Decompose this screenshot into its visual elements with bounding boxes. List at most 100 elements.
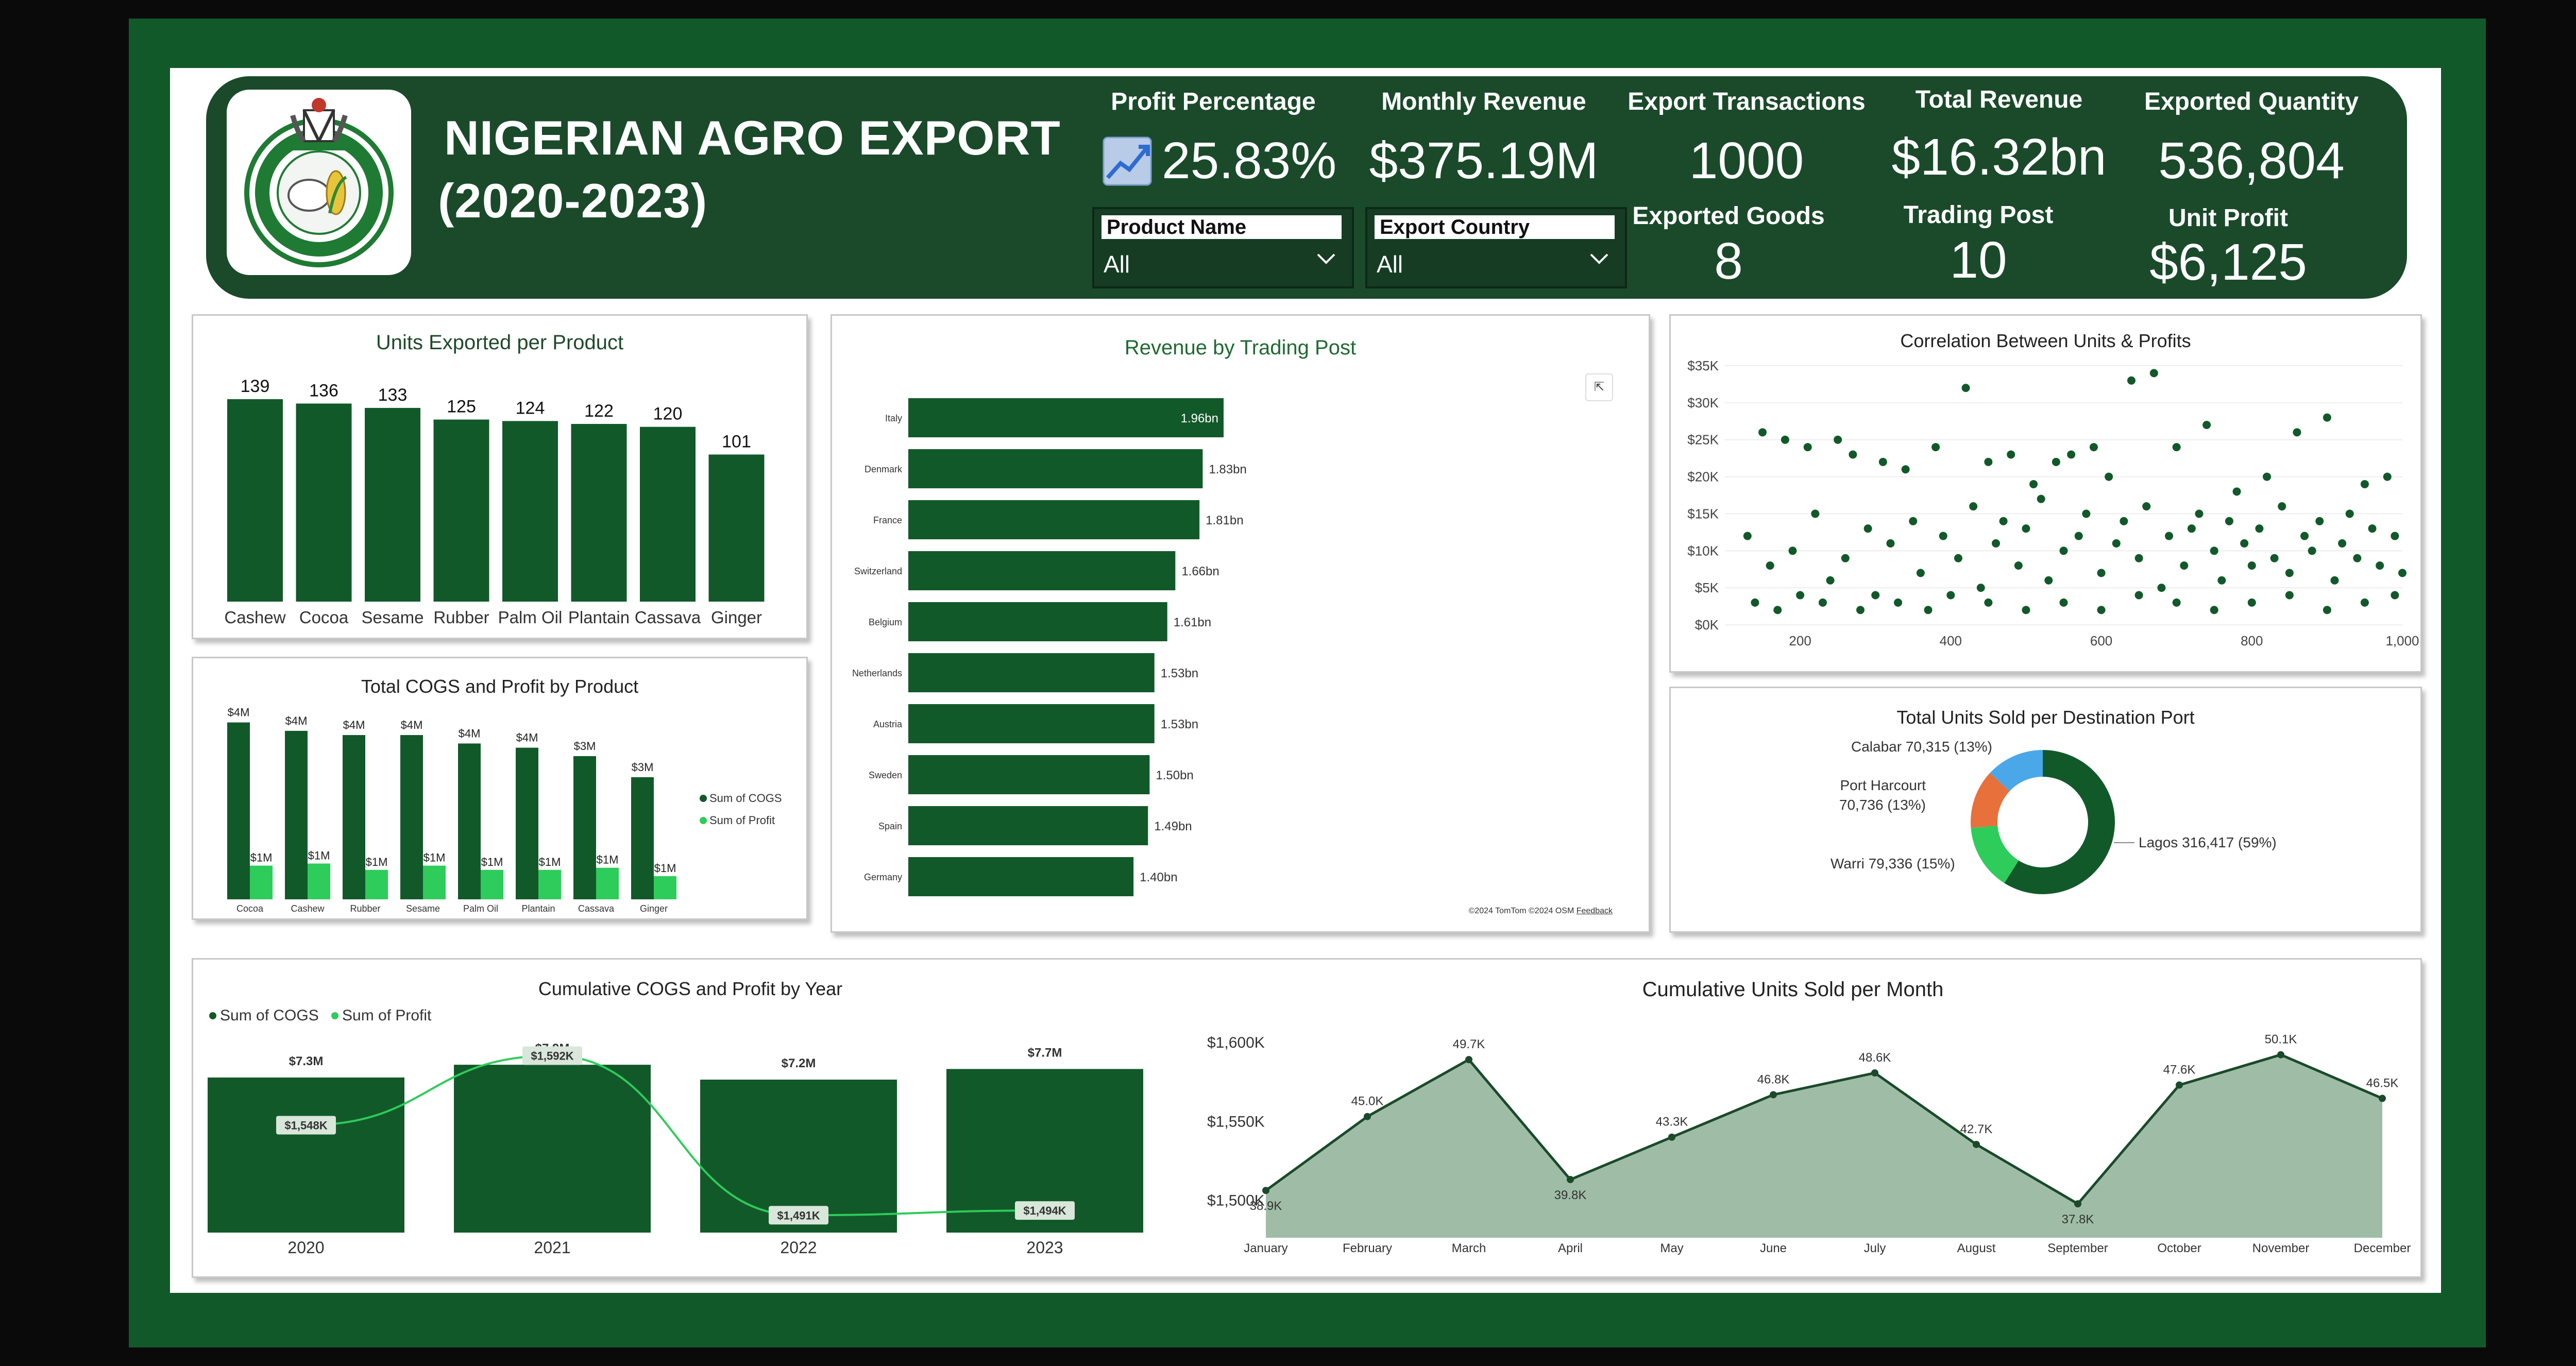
tick-label: Ginger — [711, 608, 762, 627]
bar-profit — [365, 869, 388, 899]
bar-cogs — [285, 730, 308, 899]
scatter-point — [1758, 428, 1767, 437]
bar — [908, 704, 1155, 743]
scatter-point — [1901, 465, 1910, 474]
data-point — [1770, 1091, 1777, 1099]
bar-profit — [538, 869, 561, 899]
product-name-slicer[interactable]: Product Name All — [1092, 207, 1354, 288]
y-tick-label: $0K — [1695, 617, 1719, 633]
scatter-point — [1818, 598, 1827, 607]
data-label: 50.1K — [2265, 1033, 2297, 1047]
data-point — [1262, 1187, 1269, 1194]
bar — [433, 419, 489, 602]
y-tick-label: $30K — [1687, 395, 1719, 411]
scatter-point — [1894, 598, 1903, 607]
units-per-product-title: Units Exported per Product — [376, 331, 624, 354]
logo — [227, 90, 411, 275]
scatter-point — [2285, 591, 2294, 600]
data-label-box — [522, 1046, 582, 1065]
tick-label: Cassava — [578, 903, 615, 914]
scatter-point — [2029, 480, 2038, 488]
units-per-product-chart: 139 Cashew 136 Cocoa 133 Sesame 125 Rubber 124 Pa… — [224, 377, 765, 627]
scatter-point — [2022, 606, 2030, 614]
scatter-point — [2360, 598, 2369, 607]
tick-label: February — [1343, 1241, 1392, 1255]
scatter-point — [2210, 547, 2218, 555]
chevron-down-icon[interactable] — [1589, 248, 1609, 269]
data-label: $1,491K — [777, 1209, 820, 1222]
tick-label: Belgium — [869, 617, 902, 627]
tick-label: September — [2047, 1241, 2108, 1255]
scatter-point — [2391, 591, 2399, 600]
kpi-export-transactions-value: 1000 — [1689, 132, 1804, 190]
data-label: 125 — [447, 397, 476, 417]
tick-label: Italy — [885, 413, 902, 423]
slice-label: Port Harcourt — [1840, 777, 1926, 793]
kpi-export-transactions-label: Export Transactions — [1628, 88, 1866, 115]
kpi-exported-quantity-label: Exported Quantity — [2144, 88, 2359, 115]
scatter-point — [2037, 494, 2045, 503]
x-tick-label: 200 — [1789, 633, 1811, 648]
slice-label: 70,736 (13%) — [1839, 797, 1926, 813]
data-label: $7.2M — [782, 1056, 816, 1070]
tick-label: 2022 — [780, 1238, 817, 1257]
chevron-down-icon[interactable] — [1316, 248, 1336, 269]
scatter-point — [2067, 450, 2076, 459]
tick-label: Cashew — [224, 608, 285, 627]
data-label: 1.81bn — [1206, 514, 1243, 527]
bar — [296, 403, 352, 602]
scatter-point — [2270, 554, 2279, 562]
scatter-point — [2278, 502, 2286, 511]
export-country-slicer[interactable]: Export Country All — [1365, 207, 1627, 288]
data-label: $1,548K — [284, 1119, 327, 1132]
trend-up-icon — [1103, 136, 1152, 186]
scatter-point — [1984, 457, 1993, 466]
scatter-point — [2255, 524, 2264, 533]
scatter-point — [1946, 591, 1955, 600]
data-label: $1M — [481, 856, 503, 868]
export-country-slicer-value[interactable]: All — [1377, 251, 1403, 278]
scatter-point — [2097, 606, 2106, 614]
donut-slice — [1971, 773, 2010, 828]
bar — [908, 857, 1134, 896]
data-label: 38.9K — [1250, 1199, 1282, 1213]
data-label: $1M — [366, 856, 388, 868]
tick-label: Netherlands — [852, 668, 902, 678]
scatter-point — [2074, 532, 2083, 540]
scatter-point — [1969, 502, 1978, 511]
scatter-point — [1826, 576, 1835, 585]
scatter-point — [1992, 539, 2000, 548]
product-name-slicer-value[interactable]: All — [1104, 251, 1130, 278]
donut-slice — [2004, 750, 2115, 894]
tick-label: Germany — [864, 872, 902, 882]
data-point — [1973, 1140, 1980, 1148]
legend-marker — [209, 1012, 216, 1019]
tick-label: Spain — [878, 821, 902, 831]
kpi-exported-quantity-value: 536,804 — [2158, 132, 2345, 190]
data-label: 120 — [653, 404, 683, 424]
x-tick-label: 400 — [1940, 633, 1962, 648]
scatter-point — [2044, 576, 2053, 585]
scatter-point — [2263, 472, 2271, 481]
y-tick-label: $1,600K — [1207, 1034, 1265, 1051]
bar-profit — [423, 865, 446, 899]
data-label: 45.0K — [1351, 1095, 1384, 1108]
legend-marker — [700, 817, 707, 824]
feedback-link[interactable]: Feedback — [1576, 907, 1613, 915]
data-label: 1.53bn — [1161, 718, 1198, 731]
scatter-point — [2120, 517, 2128, 525]
data-label: $1M — [308, 849, 330, 862]
data-label: 1.49bn — [1154, 819, 1192, 833]
bar — [908, 806, 1148, 845]
scatter-point — [2323, 606, 2331, 614]
scatter-point — [2127, 376, 2136, 385]
data-label: $3M — [632, 761, 654, 774]
expand-icon[interactable]: ⇱ — [1585, 373, 1613, 401]
data-label: 1.96bn — [1181, 412, 1218, 425]
scatter-point — [2195, 509, 2204, 518]
data-label: $1M — [597, 853, 619, 866]
data-label: 133 — [378, 385, 408, 405]
tick-label: Ginger — [640, 903, 668, 914]
tick-label: March — [1452, 1241, 1486, 1255]
scatter-point — [1999, 517, 2008, 525]
